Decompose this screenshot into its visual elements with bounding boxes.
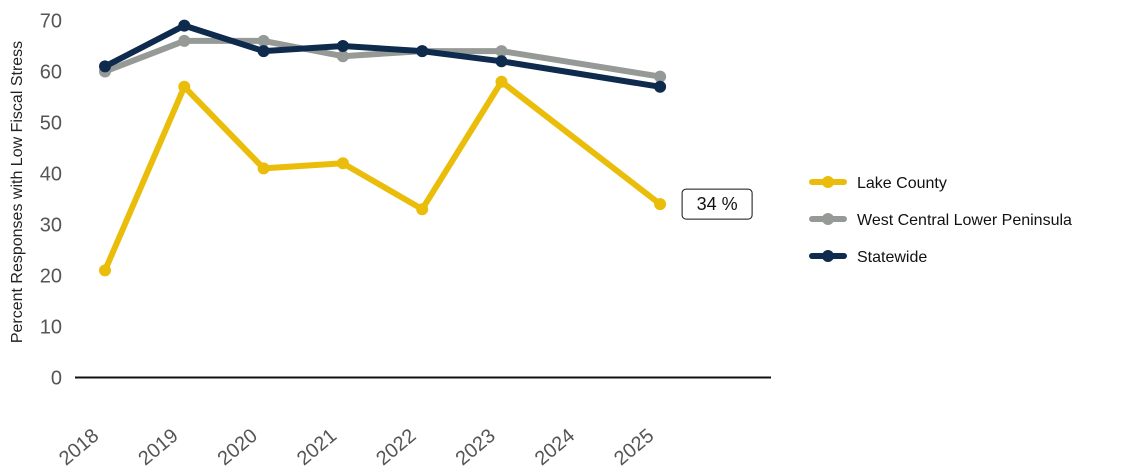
series-point [99, 60, 111, 73]
legend-label: Statewide [857, 249, 927, 266]
x-tick-label: 2022 [372, 425, 420, 470]
y-tick-label: 50 [40, 113, 62, 135]
x-tick-label: 2024 [531, 425, 579, 470]
series-point [654, 80, 667, 93]
series-point [495, 45, 508, 58]
series-point [178, 34, 191, 47]
x-tick-label: 2025 [610, 425, 658, 470]
y-axis-label: Percent Responses with Low Fiscal Stress [9, 41, 26, 343]
y-tick-label: 20 [40, 266, 62, 288]
series-point [336, 157, 349, 170]
x-tick-label: 2019 [134, 425, 182, 470]
annotation-label: 34 % [697, 194, 738, 214]
annotation-box [681, 188, 753, 220]
x-tick-label: 2020 [214, 425, 262, 470]
series-point [178, 80, 191, 93]
y-tick-label: 70 [40, 11, 62, 33]
series-point [336, 40, 349, 52]
series-point [257, 34, 270, 47]
series-line [102, 78, 664, 274]
legend-swatch-marker [822, 176, 834, 188]
series-point [416, 203, 429, 216]
series-point [654, 198, 667, 211]
legend-label: Lake County [857, 175, 947, 192]
y-tick-label: 10 [40, 317, 62, 339]
series-point [257, 45, 270, 58]
y-tick-label: 60 [40, 62, 62, 84]
series-point [654, 70, 667, 83]
series-point [99, 264, 111, 277]
legend-swatch-marker [822, 250, 834, 262]
y-tick-label: 40 [40, 164, 62, 186]
series-point [495, 75, 508, 88]
x-tick-label: 2018 [55, 425, 103, 470]
x-tick-label: 2021 [293, 425, 341, 470]
series-point [336, 50, 349, 63]
y-tick-label: 0 [51, 368, 62, 390]
legend-swatch-marker [822, 213, 834, 225]
series-point [416, 45, 429, 58]
x-tick-label: 2023 [452, 425, 500, 470]
y-tick-label: 30 [40, 215, 62, 237]
series-point [178, 19, 191, 32]
legend-label: West Central Lower Peninsula [857, 212, 1072, 229]
series-point [257, 162, 270, 175]
series-point [495, 55, 508, 68]
